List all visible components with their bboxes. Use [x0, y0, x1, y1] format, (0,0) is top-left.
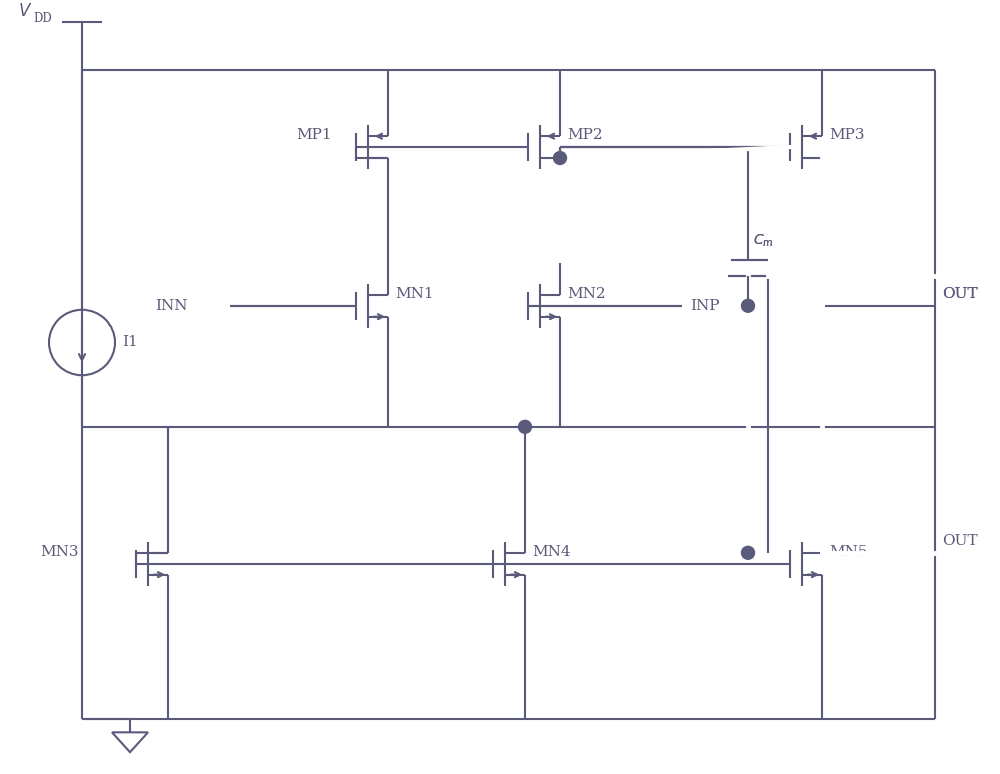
- Text: INN: INN: [155, 299, 187, 313]
- Circle shape: [518, 420, 532, 433]
- Text: OUT: OUT: [942, 534, 978, 548]
- Text: MN1: MN1: [395, 287, 434, 301]
- Circle shape: [742, 546, 755, 560]
- Text: INP: INP: [690, 299, 720, 313]
- Text: $C_m$: $C_m$: [753, 232, 774, 248]
- Text: MN2: MN2: [567, 287, 606, 301]
- Text: I1: I1: [122, 335, 138, 350]
- Text: MP3: MP3: [829, 128, 864, 142]
- Text: MN4: MN4: [532, 545, 571, 559]
- Text: MN3: MN3: [40, 545, 78, 559]
- Circle shape: [554, 152, 566, 164]
- Text: $V$: $V$: [18, 3, 32, 20]
- Text: $C_{\rm m}$: $C_{\rm m}$: [753, 232, 773, 248]
- Text: MN5: MN5: [829, 545, 867, 559]
- Text: MP1: MP1: [296, 128, 332, 142]
- Text: OUT: OUT: [942, 287, 978, 301]
- Text: OUT: OUT: [942, 287, 978, 301]
- Text: DD: DD: [33, 12, 52, 25]
- Circle shape: [742, 300, 755, 312]
- Text: MP2: MP2: [567, 128, 603, 142]
